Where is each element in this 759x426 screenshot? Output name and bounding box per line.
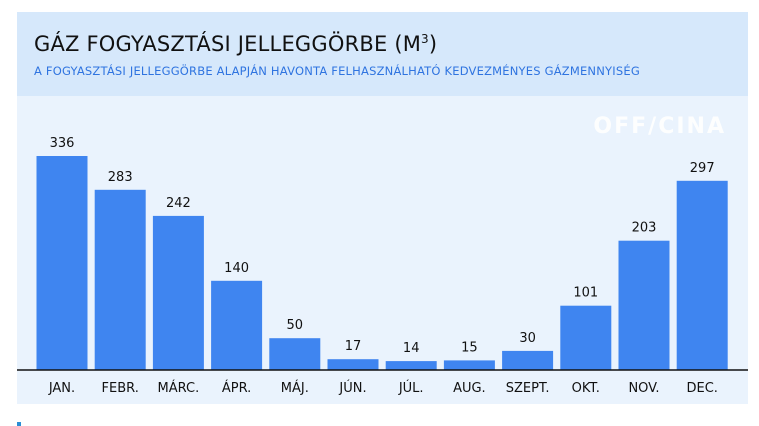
bar-value-label: 30 [519,331,536,346]
chart-subtitle: A FOGYASZTÁSI JELLEGGÖRBE ALAPJÁN HAVONT… [34,64,640,78]
x-tick-label: NOV. [628,381,659,396]
x-tick-label: SZEPT. [506,381,550,396]
bar-value-label: 140 [224,261,249,276]
x-tick-label: JAN. [48,381,75,396]
accent-mark [17,422,21,426]
officina-logo-icon: OFF/CINA [593,114,726,139]
x-tick-label: JÚN. [338,380,366,396]
bar [152,215,204,370]
chart-header: GÁZ FOGYASZTÁSI JELLEGGÖRBE (M3) A FOGYA… [17,12,748,96]
bar-value-label: 50 [287,318,304,333]
x-tick-label: OKT. [572,381,600,396]
bar-value-label: 283 [108,170,133,185]
bar-value-label: 15 [461,340,478,355]
bar [443,360,495,370]
value-labels-group: 336 283 242 140 50 17 14 15 30 101 203 297 [50,136,715,356]
bar [211,280,263,370]
bars-group [36,156,728,370]
bar [385,361,437,370]
chart-title: GÁZ FOGYASZTÁSI JELLEGGÖRBE (M3) [34,32,438,56]
bar-value-label: 203 [632,221,657,236]
x-tick-label: MÁJ. [281,380,309,396]
bar [36,156,88,370]
bar [269,338,321,370]
x-tick-labels-group: JAN. FEBR. MÁRC. ÁPR. MÁJ. JÚN. JÚL. AUG. SZEPT.… [48,380,718,396]
bar [676,180,728,370]
x-tick-label: DEC. [686,381,717,396]
x-tick-label: FEBR. [102,381,139,396]
bar [94,189,146,370]
x-tick-label: MÁRC. [158,380,200,396]
bar-value-label: 242 [166,196,191,211]
bar-value-label: 336 [50,136,75,151]
bar-value-label: 14 [403,341,420,356]
bar [327,359,379,370]
bar-value-label: 17 [345,339,362,354]
bar [560,305,612,370]
x-tick-label: AUG. [453,381,486,396]
bar [618,240,670,370]
bar-value-label: 297 [690,161,715,176]
x-tick-label: JÚL. [398,380,424,396]
bar-value-label: 101 [573,286,598,301]
x-tick-label: ÁPR. [222,380,251,396]
bar [502,350,554,370]
